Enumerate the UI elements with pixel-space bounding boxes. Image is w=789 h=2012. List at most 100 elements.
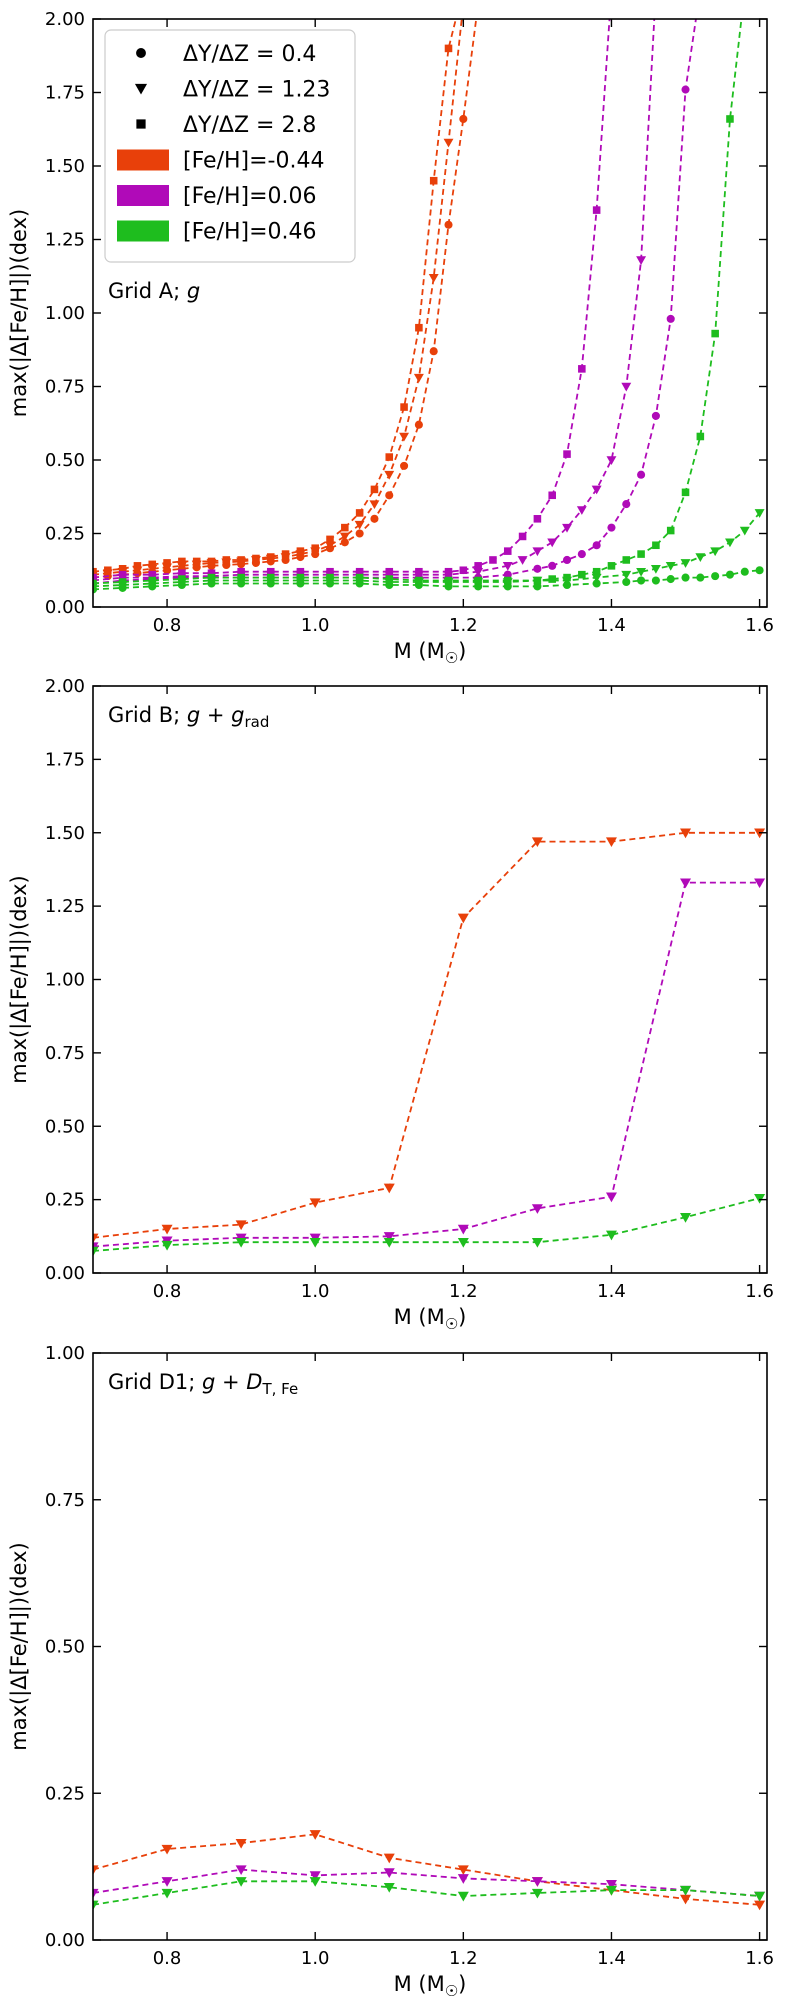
x-axis-label-close: ) [458, 1305, 466, 1329]
data-point [517, 556, 528, 565]
data-point [681, 573, 690, 582]
data-point [533, 564, 542, 573]
legend-label: ΔY/ΔZ = 2.8 [183, 113, 316, 138]
x-tick-label: 1.4 [597, 1281, 626, 1302]
data-point [93, 1865, 99, 1876]
x-tick-label: 1.6 [745, 1948, 774, 1969]
data-point [355, 567, 364, 576]
panel-title-prefix: Grid D1; [108, 1370, 202, 1394]
data-point [326, 567, 334, 576]
legend-swatch [117, 220, 169, 242]
panel-title-math: g [187, 279, 200, 303]
data-point [754, 1891, 766, 1902]
data-point [235, 1237, 247, 1248]
y-tick-label: 0.75 [45, 1043, 85, 1064]
data-point [711, 572, 720, 581]
data-point [605, 1885, 617, 1896]
y-tick-label: 0.75 [45, 1490, 85, 1511]
data-point [548, 491, 556, 500]
data-point [562, 555, 572, 565]
data-point [384, 470, 395, 480]
series-line-8 [93, 512, 761, 588]
data-point [531, 1204, 543, 1214]
data-point [148, 560, 157, 569]
data-point [578, 365, 586, 373]
data-point [592, 579, 601, 588]
data-point [680, 878, 692, 889]
data-point [237, 573, 245, 582]
data-point [207, 573, 216, 582]
series-line-1 [93, 1833, 760, 1906]
data-point [385, 453, 394, 461]
data-point [399, 432, 410, 442]
x-tick-label: 1.0 [301, 615, 330, 636]
x-tick-label: 1.4 [597, 615, 626, 636]
data-point [459, 566, 468, 575]
data-point [607, 523, 616, 532]
axes-frame [92, 685, 768, 1274]
data-point [592, 541, 601, 550]
data-point [400, 403, 408, 411]
data-point [711, 329, 719, 338]
y-tick-label: 1.75 [45, 83, 85, 104]
data-point [133, 562, 142, 570]
panel-title-math: g + g [187, 703, 245, 727]
series-line-2 [93, 881, 760, 1248]
data-point [93, 567, 97, 576]
data-point [457, 913, 469, 924]
legend-marker [134, 83, 148, 95]
data-point [591, 573, 602, 583]
data-point [429, 347, 438, 356]
data-point [457, 1874, 469, 1884]
data-point [457, 1237, 469, 1248]
data-point [503, 570, 512, 579]
data-point [636, 256, 647, 266]
y-tick-label: 2.00 [45, 676, 85, 697]
y-tick-label: 1.00 [45, 970, 85, 991]
data-point [383, 1868, 395, 1878]
data-point [415, 323, 423, 332]
data-point [473, 567, 484, 577]
x-axis-label-sub: ☉ [445, 1315, 458, 1333]
data-point [605, 1880, 617, 1890]
data-point [266, 573, 275, 582]
data-point [93, 1246, 99, 1257]
data-point [281, 550, 290, 558]
data-point [636, 567, 647, 577]
data-point [93, 579, 97, 588]
data-point [474, 576, 482, 585]
data-point [754, 878, 766, 889]
series-line-1 [93, 831, 760, 1239]
y-tick-label: 1.00 [45, 1343, 85, 1364]
data-point [235, 1877, 247, 1887]
data-point [622, 500, 631, 509]
y-axis-label: max(|Δ[Fe/H]|)(dex) [7, 209, 32, 417]
data-point [118, 578, 127, 586]
axes-frame [92, 1352, 768, 1941]
data-point [93, 573, 97, 582]
data-point [222, 556, 231, 564]
data-point [695, 553, 706, 562]
data-point [563, 450, 571, 458]
data-point [503, 576, 512, 585]
x-tick-label: 0.8 [153, 615, 182, 636]
y-axis-label: max(|Δ[Fe/H]|)(dex) [7, 875, 32, 1083]
data-point [607, 562, 616, 570]
data-point [606, 456, 617, 465]
panel-title-math: g + D [202, 1370, 262, 1394]
data-point [237, 556, 245, 564]
x-tick-label: 1.0 [301, 1948, 330, 1969]
data-point [414, 420, 423, 429]
x-axis-label: M (M☉) [394, 1305, 467, 1333]
data-point [740, 567, 749, 576]
data-point [459, 114, 468, 124]
data-point [370, 514, 379, 523]
data-point [474, 562, 482, 570]
y-tick-label: 1.00 [45, 303, 85, 324]
y-tick-label: 0.25 [45, 1190, 85, 1211]
data-point [652, 541, 660, 550]
data-point [665, 562, 676, 571]
data-point [383, 1853, 395, 1864]
legend-marker [136, 48, 146, 58]
